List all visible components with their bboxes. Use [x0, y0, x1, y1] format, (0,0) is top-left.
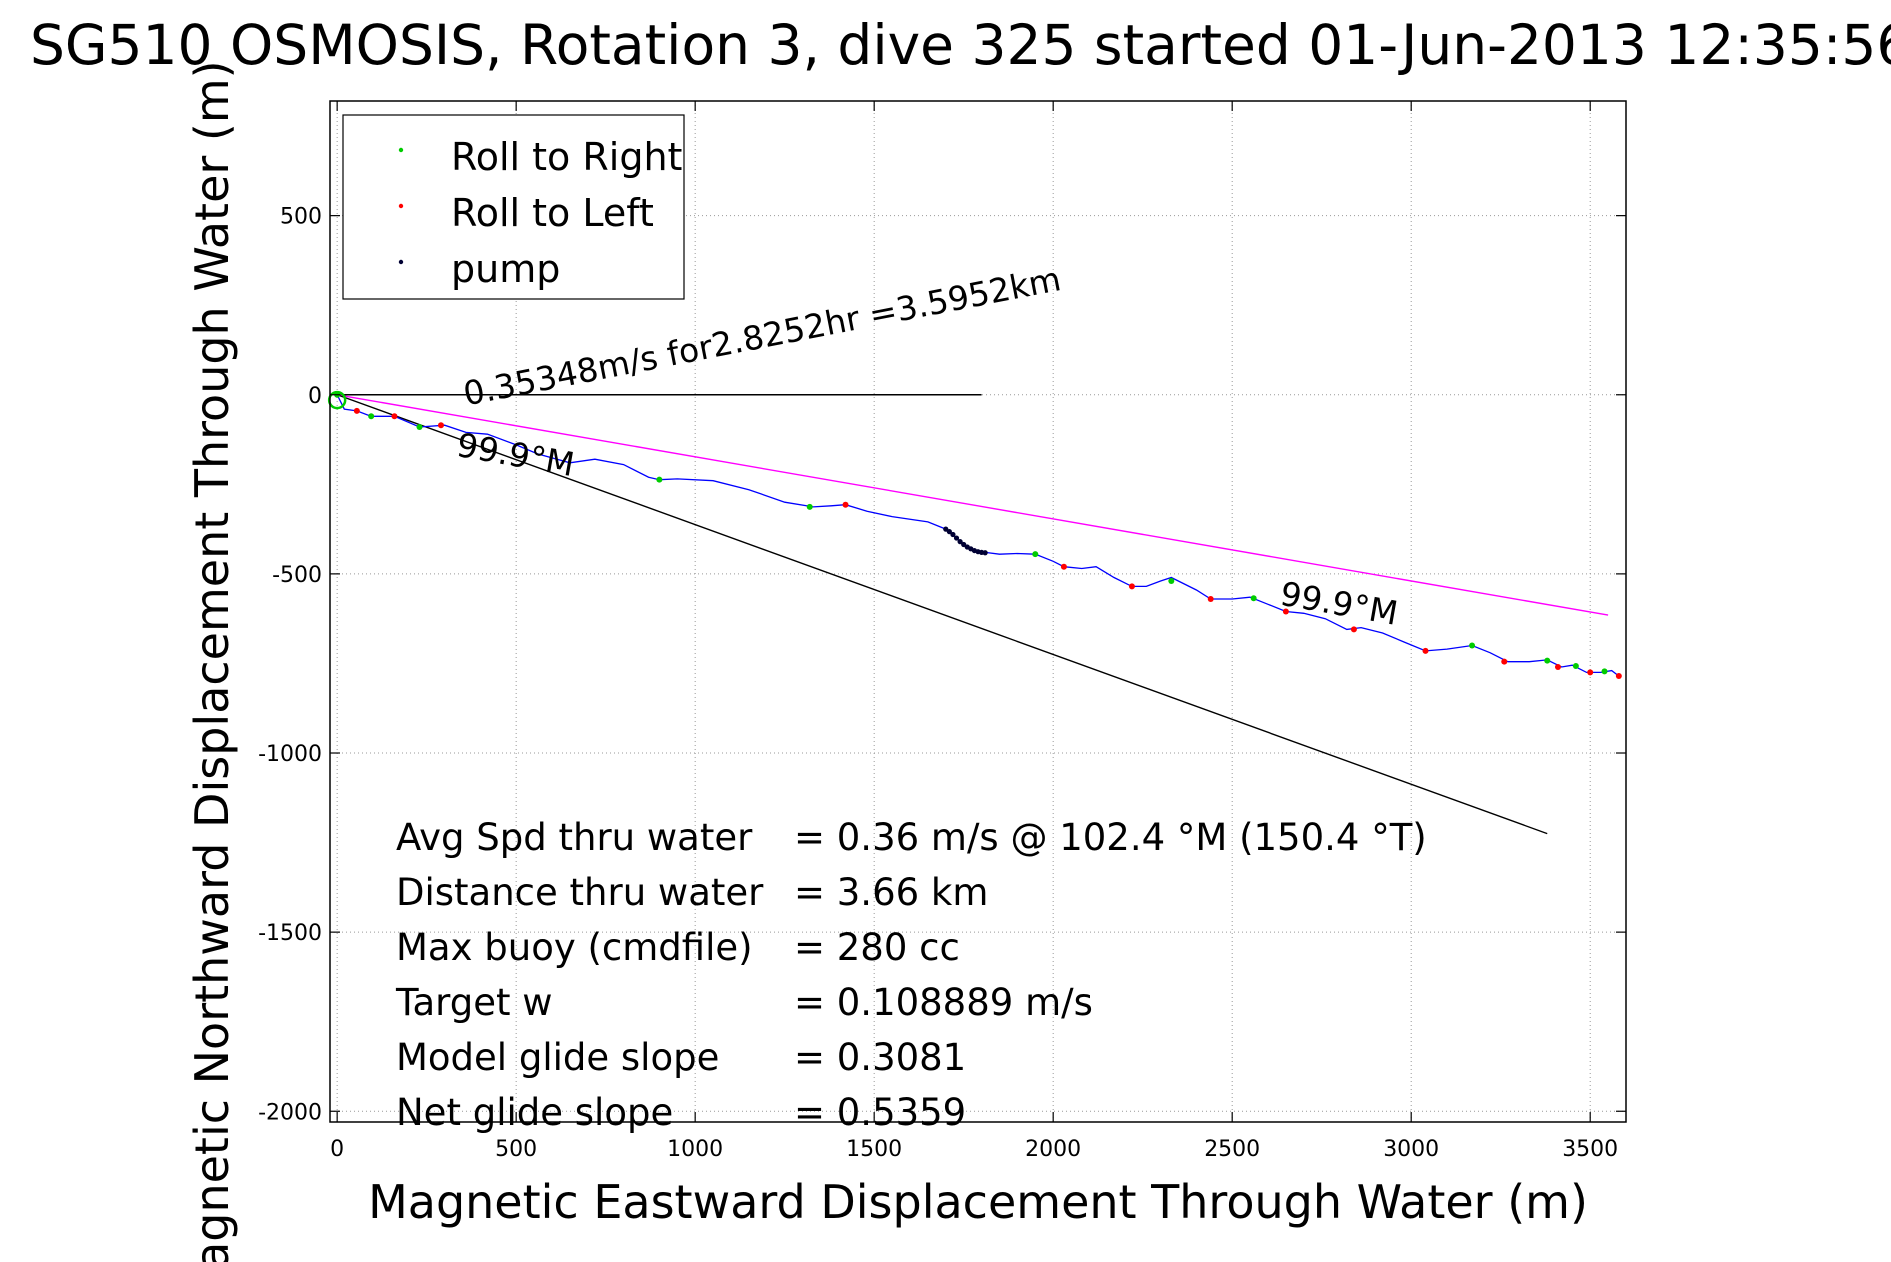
x-tick-label: 2500 — [1204, 1137, 1260, 1162]
x-tick-label: 3500 — [1562, 1137, 1618, 1162]
stats-block: Avg Spd thru water = 0.36 m/s @ 102.4 °M … — [395, 816, 1427, 1134]
roll-to-right-point — [806, 503, 813, 510]
stat-value: = 0.3081 — [794, 1036, 966, 1079]
y-tick-label: 500 — [280, 205, 322, 230]
roll-to-left-point — [1207, 595, 1214, 602]
roll-to-right-point — [1469, 642, 1476, 649]
y-axis-label: Magnetic Northward Displacement Through … — [185, 60, 239, 1262]
roll-to-right-point — [1572, 662, 1579, 669]
pump-point — [957, 539, 963, 545]
y-tick-label: -2000 — [258, 1100, 322, 1125]
roll-to-left-point — [1128, 583, 1135, 590]
x-tick-label: 3000 — [1383, 1137, 1439, 1162]
roll-to-left-point — [437, 422, 444, 429]
start-marker — [327, 390, 347, 410]
stat-value: = 0.36 m/s @ 102.4 °M (150.4 °T) — [794, 816, 1427, 859]
roll-to-left-point — [391, 413, 398, 420]
legend-marker-roll-left — [398, 203, 404, 209]
roll-to-right-point — [1168, 578, 1175, 585]
x-tick-label: 1500 — [846, 1137, 902, 1162]
stat-label: Distance thru water — [396, 871, 764, 914]
legend-label-roll-left: Roll to Left — [451, 191, 654, 235]
stat-label: Target w — [395, 981, 553, 1024]
roll-to-right-point — [368, 413, 375, 420]
legend: Roll to Right Roll to Left pump — [342, 114, 685, 300]
roll-to-left-point — [1422, 647, 1429, 654]
roll-to-left-point — [1282, 608, 1289, 615]
pump-point — [950, 531, 956, 538]
roll-to-left-point — [353, 407, 360, 414]
pump-point — [953, 535, 960, 541]
y-tick-label: -1500 — [258, 921, 322, 946]
roll-to-left-point — [1615, 672, 1622, 679]
legend-marker-pump — [398, 259, 404, 265]
stat-label: Max buoy (cmdfile) — [396, 926, 753, 969]
legend-marker-roll-right — [398, 147, 404, 153]
stat-label: Net glide slope — [396, 1091, 673, 1134]
roll-to-right-point — [416, 424, 423, 431]
legend-label-roll-right: Roll to Right — [451, 135, 682, 179]
x-tick-label: 500 — [495, 1137, 537, 1162]
reference-line — [336, 394, 1548, 835]
reference-line — [337, 394, 1609, 616]
roll-to-left-point — [1501, 658, 1508, 665]
roll-to-right-point — [1032, 551, 1039, 558]
roll-to-right-point — [1250, 595, 1257, 602]
pump-point — [946, 529, 952, 535]
stat-label: Avg Spd thru water — [396, 816, 753, 859]
marker-layer — [327, 390, 1622, 679]
roll-to-left-point — [842, 501, 849, 508]
x-axis-label: Magnetic Eastward Displacement Through W… — [368, 1175, 1588, 1229]
y-tick-label: -1000 — [258, 742, 322, 767]
y-tick-label: -500 — [272, 563, 322, 588]
roll-to-left-point — [1060, 563, 1067, 570]
x-tick-label: 2000 — [1025, 1137, 1081, 1162]
y-tick-label: 0 — [308, 384, 322, 409]
chart-title: SG510 OSMOSIS, Rotation 3, dive 325 star… — [30, 13, 1891, 77]
stat-value: = 0.5359 — [794, 1091, 966, 1134]
roll-to-right-point — [1544, 657, 1551, 664]
legend-label-pump: pump — [451, 247, 560, 291]
plot-frame — [329, 100, 1627, 1123]
stat-value: = 280 cc — [794, 926, 960, 969]
pump-point — [982, 550, 988, 556]
x-tick-label: 0 — [330, 1137, 344, 1162]
reference-lines — [336, 394, 1609, 835]
stat-label: Model glide slope — [396, 1036, 719, 1079]
stat-value: = 0.108889 m/s — [794, 981, 1093, 1024]
roll-to-left-point — [1587, 669, 1594, 676]
ticks: 0 500 1000 1500 2000 2500 3000 3500 500 0 -500 -100… — [258, 101, 1626, 1162]
roll-to-right-point — [656, 476, 663, 483]
roll-to-left-point — [1554, 664, 1561, 671]
stat-value: = 3.66 km — [794, 871, 988, 914]
x-tick-label: 1000 — [667, 1137, 723, 1162]
roll-to-right-point — [1601, 668, 1608, 675]
roll-to-left-point — [1350, 626, 1357, 633]
